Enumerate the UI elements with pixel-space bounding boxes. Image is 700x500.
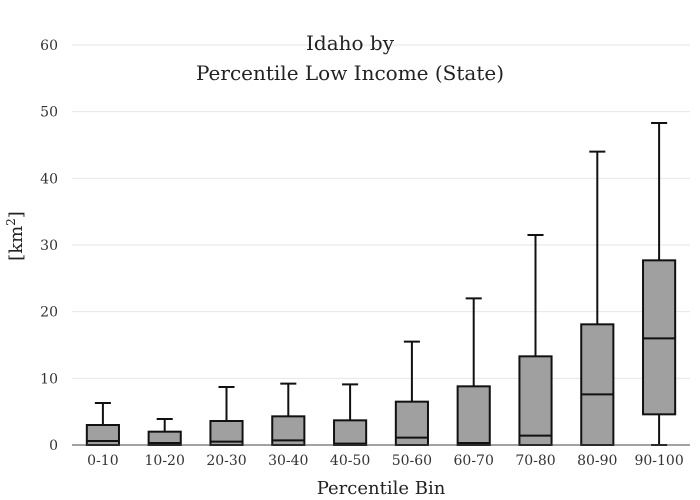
iqr-box-60-70 (456, 385, 491, 447)
y-tick-label-50: 50 (40, 105, 58, 121)
y-tick-label-10: 10 (40, 371, 58, 387)
y-tick-label-20: 20 (40, 305, 58, 321)
box-20-30 (209, 386, 244, 446)
x-tick-label-10-20: 10-20 (145, 453, 185, 469)
y-axis-title: [km2] (4, 211, 27, 261)
box-80-90 (580, 150, 615, 447)
x-tick-label-60-70: 60-70 (454, 453, 494, 469)
box-series (85, 122, 677, 447)
iqr-box-40-50 (333, 419, 368, 447)
iqr-box-80-90 (580, 323, 615, 447)
box-40-50 (333, 383, 368, 447)
x-tick-label-90-100: 90-100 (634, 453, 683, 469)
box-90-100 (642, 122, 677, 446)
iqr-box-70-80 (518, 355, 553, 447)
x-axis-ticks: 0-10 10-20 20-30 30-40 40-50 50-60 60-70 70-80 8… (87, 453, 684, 469)
box-10-20 (147, 418, 182, 446)
y-tick-label-30: 30 (40, 238, 58, 254)
x-tick-label-80-90: 80-90 (577, 453, 617, 469)
box-0-10 (85, 402, 120, 446)
box-60-70 (456, 297, 491, 447)
box-70-80 (518, 234, 553, 447)
y-axis-title-superscript: 2 (4, 218, 18, 226)
x-axis-title: Percentile Bin (317, 478, 446, 499)
y-tick-label-0: 0 (49, 438, 58, 454)
x-tick-label-30-40: 30-40 (268, 453, 308, 469)
y-tick-label-40: 40 (40, 171, 58, 187)
y-tick-label-60: 60 (40, 38, 58, 54)
x-tick-label-70-80: 70-80 (515, 453, 555, 469)
chart-title-line-1: Idaho by (306, 31, 395, 55)
x-tick-label-50-60: 50-60 (392, 453, 432, 469)
x-tick-label-20-30: 20-30 (206, 453, 246, 469)
box-30-40 (271, 382, 306, 447)
y-axis-ticks: 0 10 20 30 40 50 60 (40, 38, 58, 454)
x-tick-label-0-10: 0-10 (87, 453, 118, 469)
y-axis-title-end: ] (6, 211, 27, 218)
x-tick-label-40-50: 40-50 (330, 453, 370, 469)
box-50-60 (394, 340, 429, 446)
chart-title-line-2: Percentile Low Income (State) (196, 61, 504, 85)
y-axis-title-base: [km (6, 226, 27, 261)
